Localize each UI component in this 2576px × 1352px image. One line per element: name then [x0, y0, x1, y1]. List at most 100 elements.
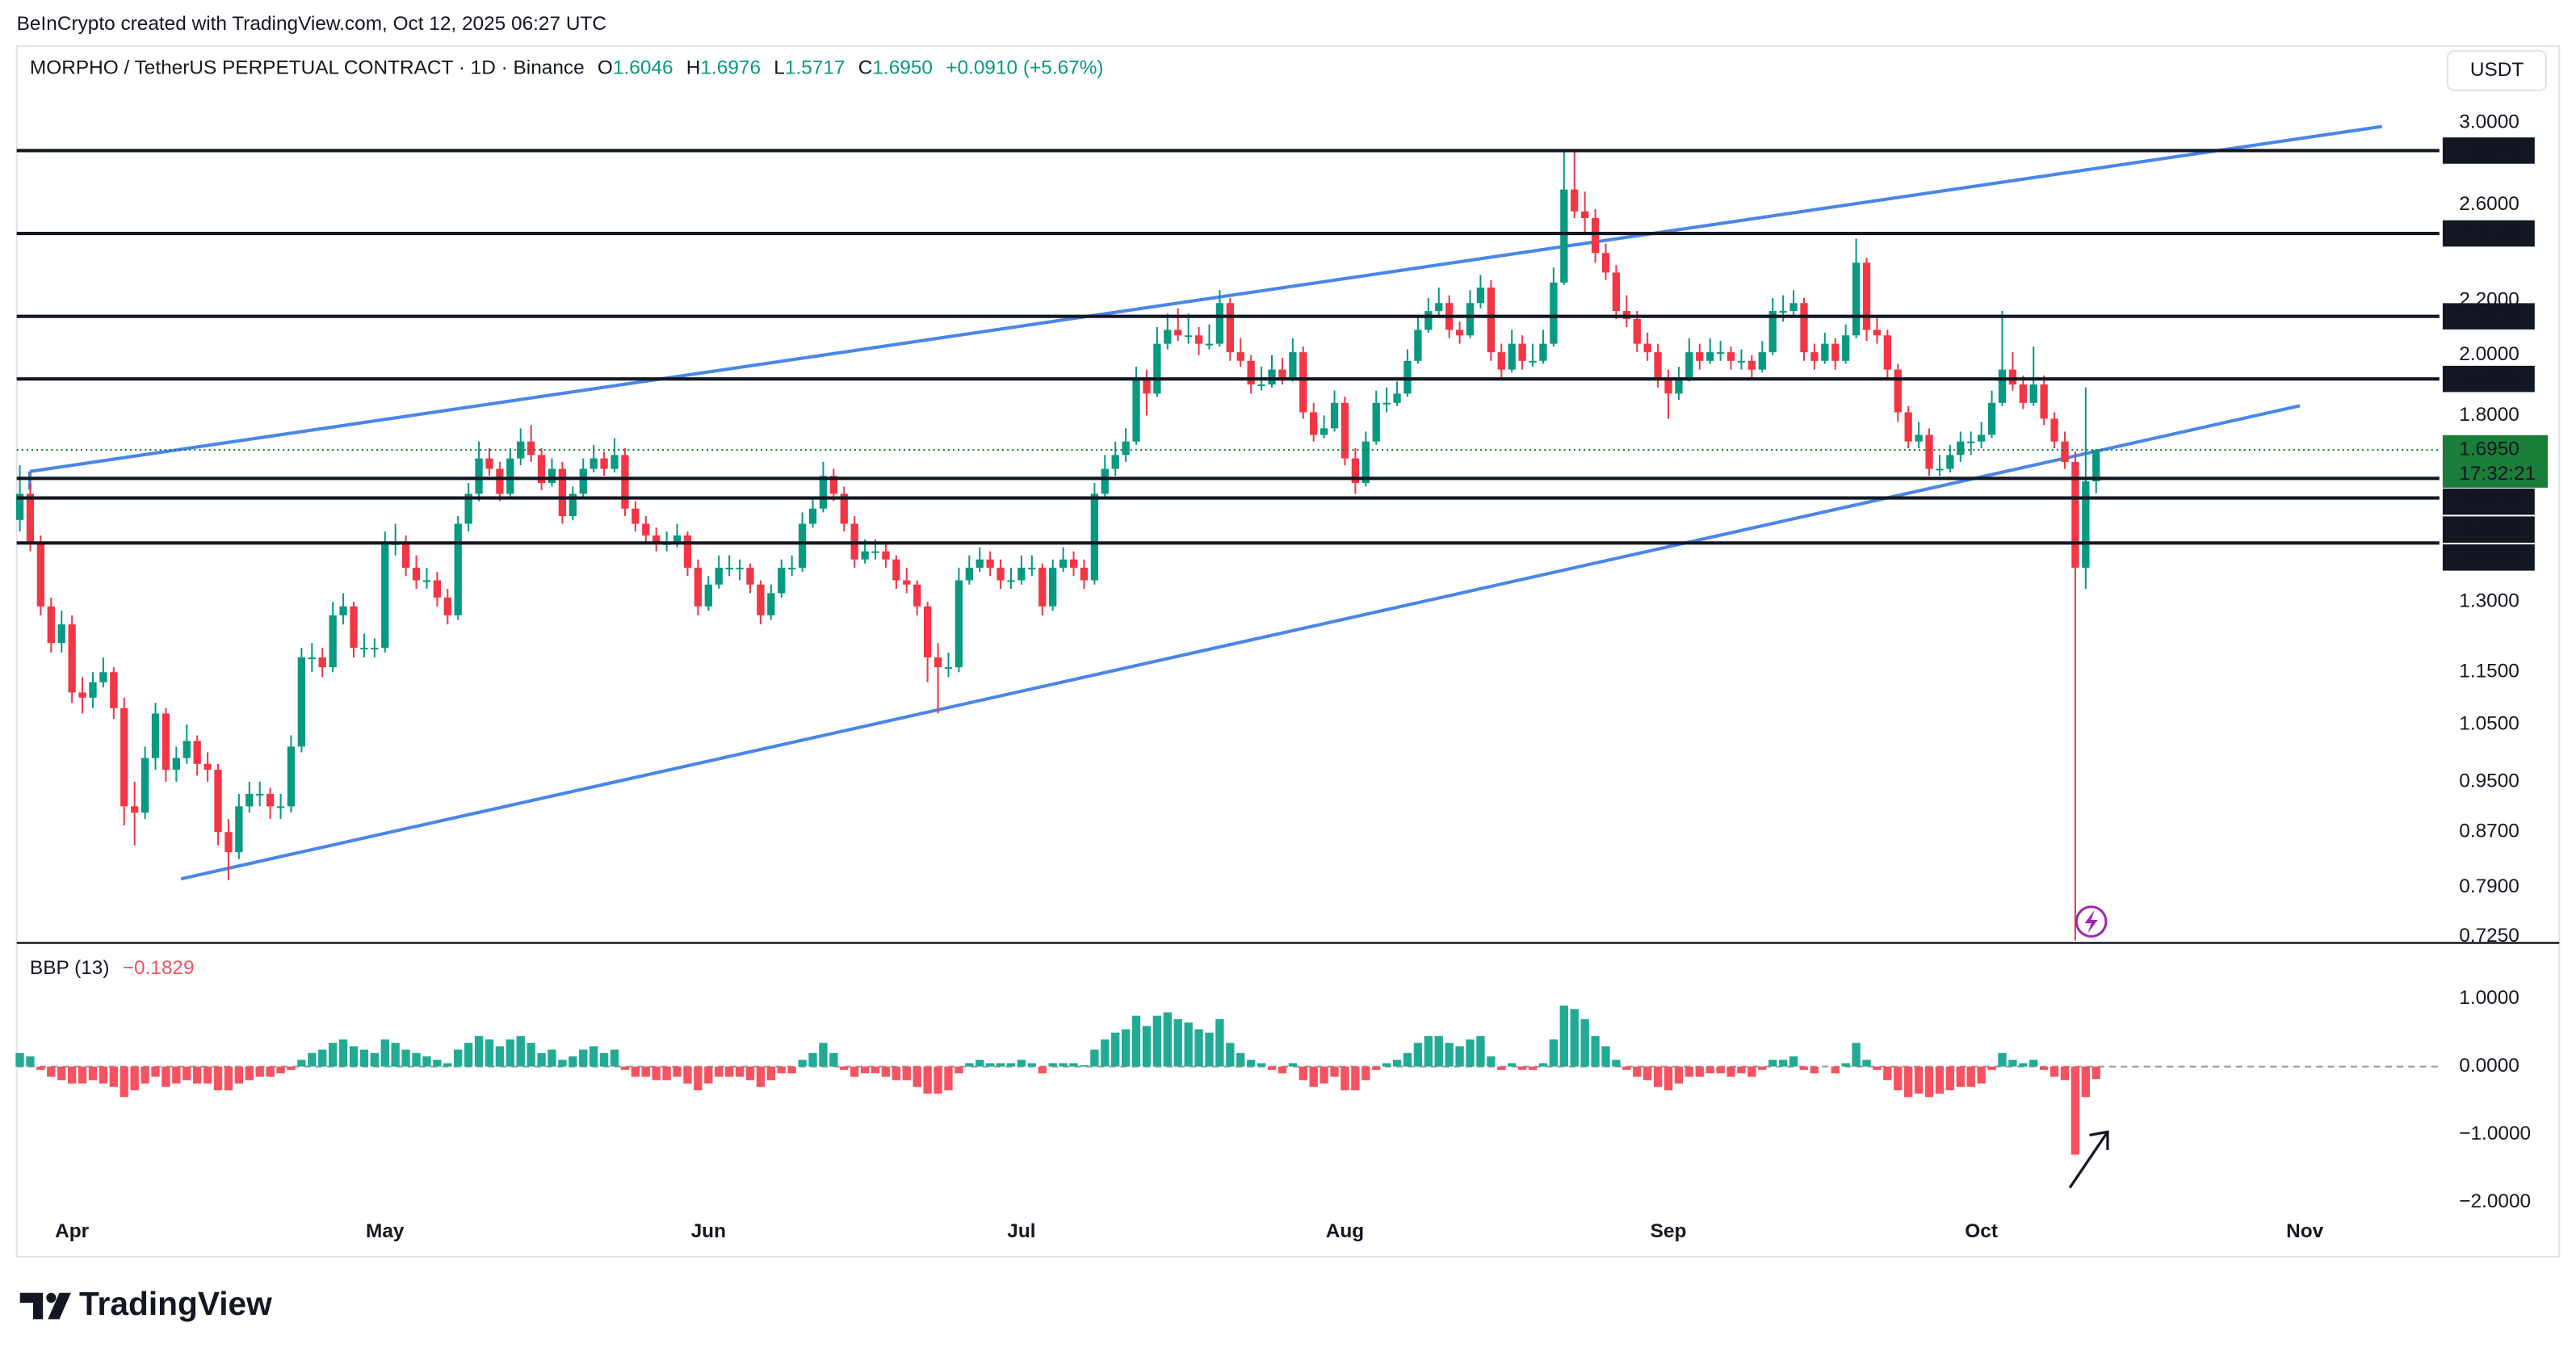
event-icon-bolt[interactable]	[2084, 909, 2098, 934]
y-tick-label: 0.7250	[2459, 925, 2519, 947]
bbp-bar	[985, 1063, 995, 1067]
bbp-bar	[1476, 1035, 1485, 1067]
candle-body	[1894, 369, 1902, 413]
bbp-bar	[620, 1066, 630, 1070]
candle-body	[1789, 303, 1798, 312]
bbp-bar	[454, 1049, 463, 1067]
candle-body	[1028, 567, 1036, 569]
bbp-bar	[1236, 1052, 1245, 1067]
level-label-box	[2442, 365, 2535, 393]
bbp-bar	[213, 1066, 223, 1090]
candle-body	[422, 580, 431, 582]
candle-body	[1455, 330, 1464, 336]
bbp-bar	[1705, 1066, 1714, 1073]
bbp-bar	[1841, 1063, 1850, 1067]
bbp-bar	[558, 1060, 567, 1067]
candle-body	[1571, 189, 1579, 212]
bbp-bar	[1737, 1066, 1746, 1073]
bbp-bar	[1173, 1018, 1182, 1067]
candle-body	[1737, 360, 1746, 363]
y2-tick-label: −2.0000	[2459, 1190, 2531, 1212]
candle-body	[68, 624, 76, 693]
currency-button[interactable]	[2447, 50, 2548, 91]
y-tick-label: 1.3000	[2459, 590, 2519, 612]
candle-body	[1319, 428, 1328, 435]
candle-body	[1643, 343, 1651, 353]
bbp-bar	[297, 1060, 306, 1067]
ohlc-key: H	[686, 57, 701, 79]
bbp-bar	[996, 1063, 1005, 1067]
candle-body	[1340, 402, 1349, 459]
bbp-bar	[1977, 1066, 1986, 1084]
currency-label[interactable]: USDT	[2470, 59, 2524, 81]
candle-body	[1800, 303, 1808, 353]
candle-body	[1977, 435, 1986, 442]
bbp-bar	[2060, 1066, 2070, 1081]
bbp-bar	[1226, 1043, 1235, 1067]
overlay: 1.6950 17:32:21 2.8578 2.4730 2.1400 1.9185 1.…	[16, 137, 2549, 571]
level-label-box	[2442, 488, 2535, 515]
bbp-bar	[892, 1066, 901, 1081]
bbp-bar	[1810, 1066, 1819, 1073]
candle-body	[1747, 360, 1756, 370]
candle-body	[2008, 369, 2017, 385]
bbp-bar	[1017, 1060, 1026, 1067]
bbp-bar	[599, 1052, 609, 1067]
y-tick-label: 1.0500	[2459, 712, 2519, 734]
x-tick-label: Oct	[1965, 1220, 1998, 1242]
candle-body	[1612, 272, 1621, 312]
bbp-bar	[1862, 1060, 1871, 1067]
bbp-bar	[745, 1066, 755, 1081]
bbp-bar	[1904, 1066, 1913, 1098]
candle-body	[1101, 468, 1109, 494]
y-tick-label: 3.0000	[2459, 111, 2519, 132]
bbp-bar	[777, 1066, 786, 1073]
bbp-bar	[318, 1049, 327, 1067]
candle-body	[235, 806, 243, 853]
bbp-bar	[1455, 1046, 1464, 1067]
candle-body	[527, 441, 535, 456]
bbp-bar	[1319, 1066, 1328, 1084]
candle-body	[401, 543, 410, 568]
candle-body	[903, 580, 911, 585]
candle-body	[120, 707, 128, 807]
bbp-bar	[641, 1066, 650, 1077]
candle-body	[704, 584, 712, 607]
bbp-bar	[1674, 1066, 1684, 1084]
bbp-bar	[308, 1052, 317, 1067]
symbol-header: MORPHO / TetherUS PERPETUAL CONTRACT · 1…	[30, 57, 1104, 79]
bbp-bar	[2091, 1066, 2100, 1079]
candle-body	[683, 535, 692, 568]
bbp-bar	[2039, 1066, 2049, 1070]
bbp-bar	[78, 1066, 87, 1084]
bbp-bar	[913, 1066, 921, 1087]
bbp-bar	[266, 1066, 275, 1077]
bbp-bar	[2081, 1066, 2091, 1098]
bbp-bar	[109, 1066, 118, 1087]
trendline-lower	[180, 404, 2301, 881]
bbp-bar	[1726, 1066, 1735, 1077]
candle-body	[2092, 450, 2100, 481]
bbp-bar	[808, 1052, 817, 1067]
candle-body	[954, 580, 963, 668]
bbp-bar	[944, 1066, 953, 1090]
event-icon[interactable]	[2075, 905, 2108, 938]
candle-body	[1382, 402, 1391, 405]
candle-body	[986, 559, 994, 568]
candle-body	[537, 455, 546, 483]
candle-body	[99, 672, 107, 682]
candle-body	[913, 584, 921, 607]
bbp-bar	[860, 1066, 870, 1073]
bbp-bar	[798, 1060, 807, 1067]
level-label: 1.6128	[2459, 490, 2519, 512]
indicator-header: BBP (13) −0.1829	[30, 958, 195, 980]
candle-body	[652, 535, 661, 544]
bbp-bar	[1883, 1066, 1892, 1081]
bbp-bar	[1998, 1052, 2007, 1067]
bbp-bar	[380, 1039, 389, 1067]
bbp-bar	[57, 1066, 66, 1081]
bbp-bar	[1570, 1009, 1579, 1067]
candle-body	[1550, 282, 1558, 344]
bbp-bar	[652, 1066, 661, 1081]
